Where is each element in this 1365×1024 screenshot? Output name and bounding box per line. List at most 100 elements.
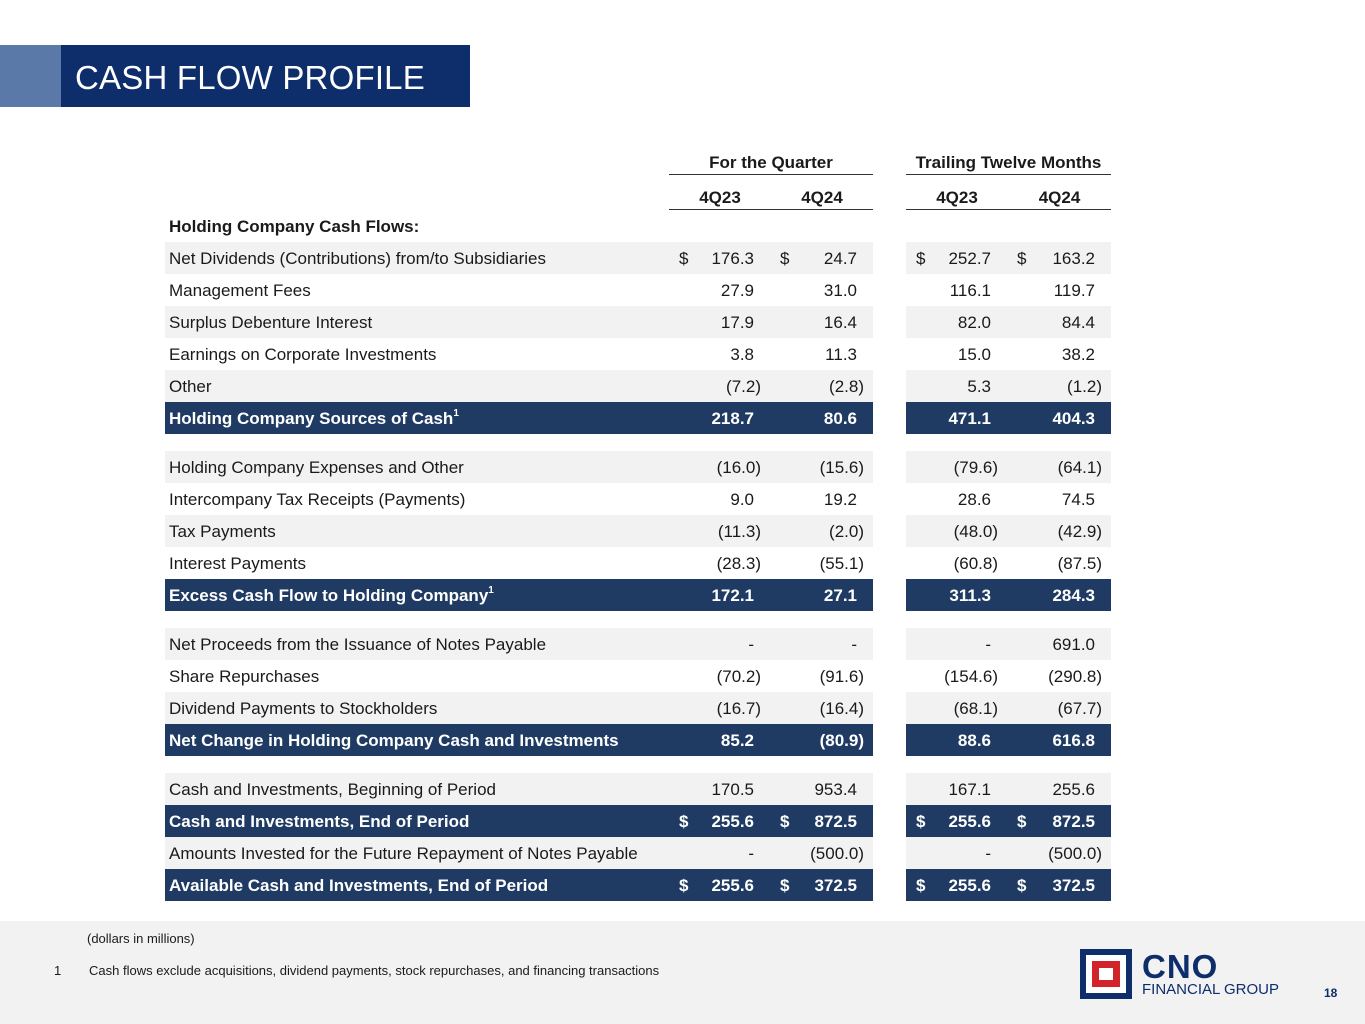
- cell-value: 372.5: [1052, 876, 1095, 895]
- cell-value: (500.0): [1048, 844, 1102, 863]
- header-trailing-twelve-months: Trailing Twelve Months: [915, 153, 1102, 172]
- cell-value: 38.2: [1061, 345, 1095, 364]
- page-number: 18: [1324, 986, 1338, 1000]
- column-gap: [873, 692, 906, 724]
- table-row: Cash and Investments, Beginning of Perio…: [165, 773, 1111, 805]
- cell-value: 5.3: [967, 377, 991, 396]
- row-label: Interest Payments: [169, 554, 307, 573]
- cell-value: 19.2: [823, 490, 857, 509]
- cell-value: (2.0): [829, 522, 864, 541]
- cell-value: 116.1: [949, 281, 991, 300]
- row-label: Other: [169, 377, 212, 396]
- cell-value: -: [985, 844, 991, 863]
- column-gap: [873, 628, 906, 660]
- row-label: Holding Company Expenses and Other: [169, 458, 464, 477]
- footnote-text: Cash flows exclude acquisitions, dividen…: [89, 963, 660, 978]
- table-row: Excess Cash Flow to Holding Company1 172.…: [165, 579, 1111, 611]
- cell-value: 252.7: [948, 249, 991, 268]
- cell-value: (11.3): [717, 522, 761, 541]
- cell-value: (500.0): [810, 844, 864, 863]
- row-label: Net Change in Holding Company Cash and I…: [169, 731, 619, 750]
- column-gap: [873, 805, 906, 837]
- table-row: Tax Payments (11.3) (2.0) (48.0) (42.9): [165, 515, 1111, 547]
- table-row: Share Repurchases (70.2) (91.6) (154.6) (290…: [165, 660, 1111, 692]
- column-gap: [873, 242, 906, 274]
- cell-value: 167.1: [948, 780, 991, 799]
- header-for-the-quarter: For the Quarter: [709, 153, 833, 172]
- cell-value: (154.6): [944, 667, 998, 686]
- logo-cno: CNO: [1142, 948, 1219, 985]
- logo-financial-group: FINANCIAL GROUP: [1142, 981, 1279, 998]
- currency-symbol: $: [780, 876, 790, 895]
- cell-value: (28.3): [716, 554, 761, 573]
- currency-symbol: $: [916, 876, 926, 895]
- column-gap: [873, 451, 906, 483]
- row-label: Amounts Invested for the Future Repaymen…: [169, 844, 638, 863]
- cell-value: 170.5: [711, 780, 754, 799]
- cell-value: (15.6): [819, 458, 864, 477]
- table-row: Amounts Invested for the Future Repaymen…: [165, 837, 1111, 869]
- col-header-ttm-4q23: 4Q23: [936, 188, 978, 207]
- row-label: Cash and Investments, End of Period: [169, 812, 470, 831]
- cell-value: 119.7: [1053, 281, 1095, 300]
- cell-value: 27.9: [720, 281, 754, 300]
- cell-value: 691.0: [1052, 635, 1095, 654]
- currency-symbol: $: [1017, 249, 1027, 268]
- cell-value: 616.8: [1052, 731, 1095, 750]
- cell-value: 872.5: [814, 812, 857, 831]
- cell-value: (79.6): [953, 458, 998, 477]
- title-bar: CASH FLOW PROFILE: [61, 45, 470, 107]
- cell-value: -: [985, 635, 991, 654]
- cell-value: (7.2): [726, 377, 761, 396]
- currency-symbol: $: [1017, 876, 1027, 895]
- section-title: Holding Company Cash Flows:: [169, 217, 420, 236]
- logo-wordmark: CNO FINANCIAL GROUP: [1142, 950, 1279, 998]
- table-row: Net Change in Holding Company Cash and I…: [165, 724, 1111, 756]
- col-header-ttm-4q24: 4Q24: [1038, 188, 1081, 207]
- cell-value: (16.7): [716, 699, 761, 718]
- cell-value: (42.9): [1057, 522, 1102, 541]
- cell-value: (2.8): [829, 377, 864, 396]
- row-label: Intercompany Tax Receipts (Payments): [169, 490, 466, 509]
- cell-value: 27.1: [823, 586, 857, 605]
- cell-value: 471.1: [948, 409, 991, 428]
- row-label: Share Repurchases: [169, 667, 320, 686]
- footnote-number: 1: [54, 963, 62, 978]
- cell-value: 9.0: [730, 490, 754, 509]
- cell-value: 176.3: [711, 249, 754, 268]
- cno-logo-icon: [1080, 949, 1132, 1004]
- cell-value: 74.5: [1061, 490, 1095, 509]
- units-note: (dollars in millions): [87, 931, 195, 946]
- cell-value: 311.3: [949, 586, 991, 605]
- row-label: Earnings on Corporate Investments: [169, 345, 437, 364]
- table-row: Holding Company Sources of Cash1 218.7 80.…: [165, 402, 1111, 434]
- column-gap: [873, 869, 906, 901]
- cell-value: (16.4): [819, 699, 864, 718]
- column-gap: [873, 370, 906, 402]
- cell-value: (290.8): [1048, 667, 1102, 686]
- row-label: Available Cash and Investments, End of P…: [169, 876, 549, 895]
- footnote-marker: 1: [453, 408, 459, 420]
- col-header-q-4q24: 4Q24: [801, 188, 843, 207]
- cell-value: (87.5): [1057, 554, 1102, 573]
- cell-value: 11.3: [825, 345, 857, 364]
- row-label: Dividend Payments to Stockholders: [169, 699, 438, 718]
- cell-value: 84.4: [1061, 313, 1095, 332]
- cell-value: 953.4: [814, 780, 857, 799]
- cell-value: 85.2: [720, 731, 754, 750]
- cell-value: 872.5: [1052, 812, 1095, 831]
- currency-symbol: $: [780, 249, 790, 268]
- header-underline-ttm: [906, 174, 1111, 175]
- cell-value: (48.0): [953, 522, 998, 541]
- table-row: Dividend Payments to Stockholders (16.7) (…: [165, 692, 1111, 724]
- column-gap: [873, 579, 906, 611]
- currency-symbol: $: [679, 249, 689, 268]
- row-label: Surplus Debenture Interest: [169, 313, 373, 332]
- cell-value: (64.1): [1057, 458, 1102, 477]
- col-header-underline-ttm: [906, 209, 1111, 210]
- cell-value: 163.2: [1052, 249, 1095, 268]
- currency-symbol: $: [916, 812, 926, 831]
- header-underline-quarter: [669, 174, 873, 175]
- table-row: Holding Company Expenses and Other (16.0)…: [165, 451, 1111, 483]
- cell-value: -: [851, 635, 857, 654]
